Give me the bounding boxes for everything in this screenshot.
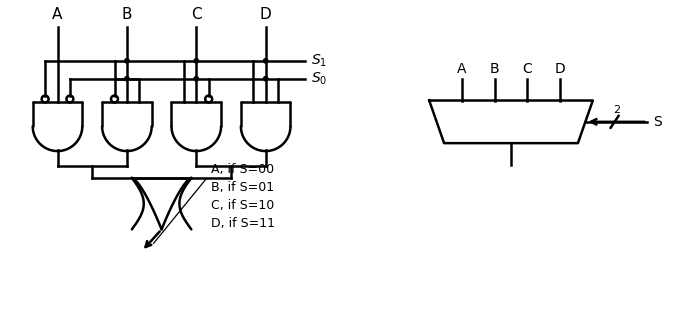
- Text: D: D: [555, 62, 566, 76]
- Text: C: C: [522, 62, 532, 76]
- Text: $S_0$: $S_0$: [311, 71, 328, 87]
- Circle shape: [264, 59, 268, 63]
- Text: A: A: [53, 7, 63, 22]
- Text: D: D: [260, 7, 272, 22]
- Text: D, if S=11: D, if S=11: [211, 217, 275, 230]
- Circle shape: [194, 59, 199, 63]
- Text: C: C: [191, 7, 201, 22]
- Text: B, if S=01: B, if S=01: [211, 181, 275, 194]
- Text: $S_1$: $S_1$: [311, 53, 327, 69]
- Circle shape: [264, 77, 268, 81]
- Text: C, if S=10: C, if S=10: [211, 199, 275, 212]
- Text: A, if S=00: A, if S=00: [211, 163, 275, 176]
- Text: S: S: [653, 115, 662, 129]
- Text: A: A: [457, 62, 466, 76]
- Circle shape: [194, 77, 199, 81]
- Circle shape: [125, 59, 129, 63]
- Text: B: B: [122, 7, 132, 22]
- Circle shape: [125, 77, 129, 81]
- Text: 2: 2: [613, 105, 620, 115]
- Text: B: B: [490, 62, 499, 76]
